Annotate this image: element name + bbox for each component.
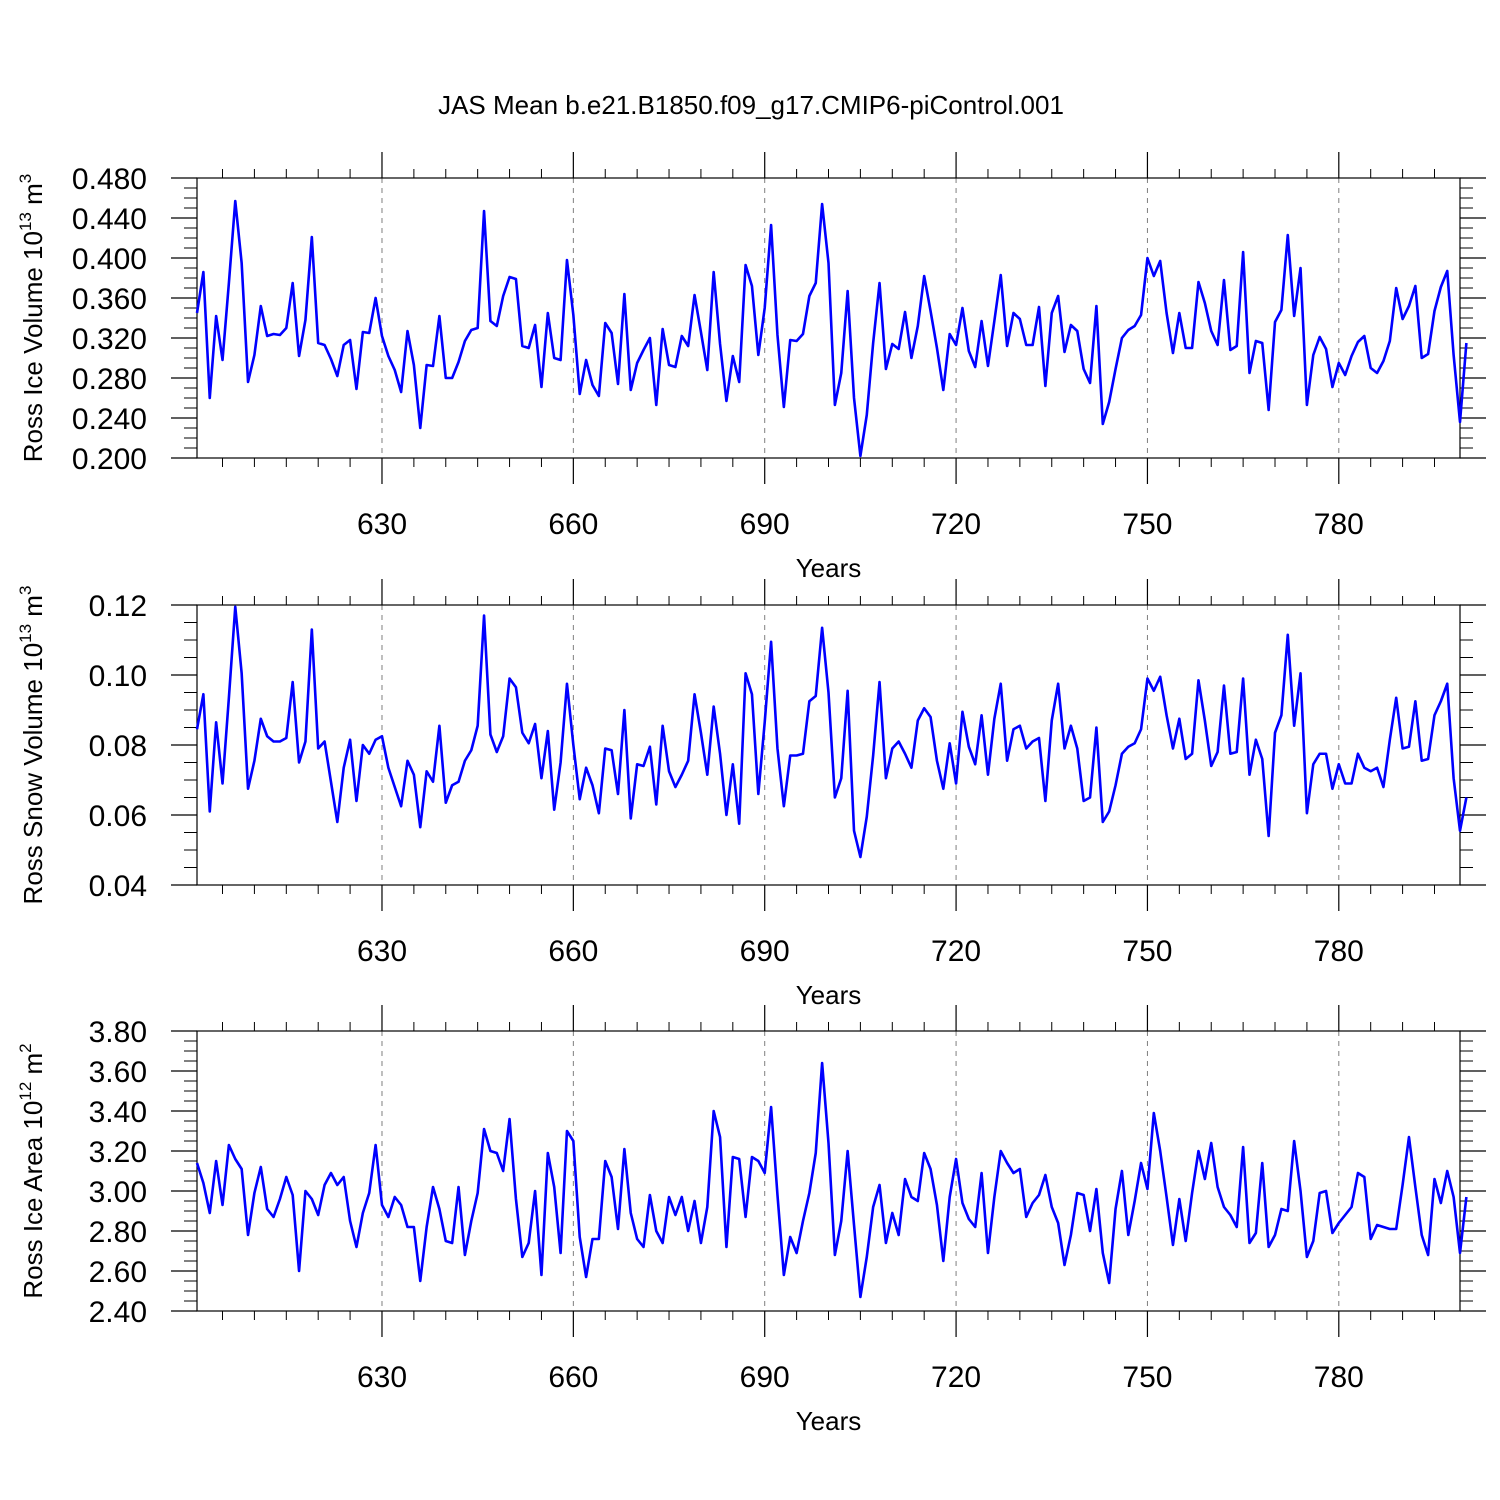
y-tick-label: 0.200	[72, 443, 147, 476]
y-tick-label: 0.10	[89, 660, 147, 693]
x-tick-label: 630	[357, 1361, 407, 1394]
y-tick-label: 3.60	[89, 1056, 147, 1089]
plot-frame	[196, 1030, 1461, 1312]
x-tick-label: 660	[548, 935, 598, 968]
y-axis-label: Ross Snow Volume 1013 m3	[16, 586, 48, 905]
x-tick-label: 660	[548, 508, 598, 541]
panels: 630 660 690 720 750 780 0.200 0.240 0.280 0.320 0.…	[16, 152, 1486, 1436]
y-tick-label: 0.480	[72, 163, 147, 196]
x-tick-label: 780	[1314, 508, 1364, 541]
x-tick-label: 720	[931, 508, 981, 541]
y-tick-label: 0.360	[72, 283, 147, 316]
x-tick-label: 750	[1122, 935, 1172, 968]
y-tick-label: 2.60	[89, 1256, 147, 1289]
y-tick-label: 0.440	[72, 203, 147, 236]
x-tick-label: 690	[740, 935, 790, 968]
y-axis-label: Ross Ice Volume 1013 m3	[16, 174, 48, 463]
x-tick-label: 750	[1122, 1361, 1172, 1394]
y-tick-label: 2.80	[89, 1216, 147, 1249]
x-axis-label: Years	[796, 553, 862, 583]
y-tick-label: 0.280	[72, 363, 147, 396]
chart-panel-1: 630 660 690 720 750 780 0.200 0.240 0.280 0.320 0.…	[16, 152, 1486, 583]
x-axis-label: Years	[796, 1406, 862, 1436]
x-tick-label: 690	[740, 1361, 790, 1394]
series-line	[195, 199, 1468, 458]
x-tick-label: 780	[1314, 1361, 1364, 1394]
y-tick-label: 0.240	[72, 403, 147, 436]
y-tick-label: 0.06	[89, 800, 147, 833]
x-tick-label: 720	[931, 935, 981, 968]
chart-panel-2: 630 660 690 720 750 780 0.04 0.06 0.08 0.10 0.12 Ye…	[16, 579, 1486, 1010]
y-tick-label: 3.80	[89, 1016, 147, 1049]
chart-panel-3: 630 660 690 720 750 780 2.40 2.60 2.80 3.00 3.20 3.…	[16, 1005, 1486, 1436]
x-tick-label: 720	[931, 1361, 981, 1394]
x-tick-label: 750	[1122, 508, 1172, 541]
y-tick-label: 3.00	[89, 1176, 147, 1209]
x-tick-label: 630	[357, 935, 407, 968]
y-tick-label: 0.08	[89, 730, 147, 763]
y-tick-label: 0.320	[72, 323, 147, 356]
y-tick-label: 2.40	[89, 1296, 147, 1329]
x-tick-label: 660	[548, 1361, 598, 1394]
plot-frame	[196, 604, 1461, 886]
chart-title: JAS Mean b.e21.B1850.f09_g17.CMIP6-piCon…	[438, 90, 1064, 120]
x-axis-label: Years	[796, 980, 862, 1010]
x-tick-label: 780	[1314, 935, 1364, 968]
y-tick-label: 0.04	[89, 870, 147, 903]
y-tick-label: 0.400	[72, 243, 147, 276]
series-line	[195, 1061, 1468, 1299]
y-tick-label: 3.20	[89, 1136, 147, 1169]
x-tick-label: 630	[357, 508, 407, 541]
plot-frame	[196, 177, 1461, 459]
y-tick-label: 0.12	[89, 590, 147, 623]
y-axis-label: Ross Ice Area 1012 m2	[16, 1043, 48, 1298]
x-tick-label: 690	[740, 508, 790, 541]
y-tick-label: 3.40	[89, 1096, 147, 1129]
series-line	[195, 605, 1468, 859]
